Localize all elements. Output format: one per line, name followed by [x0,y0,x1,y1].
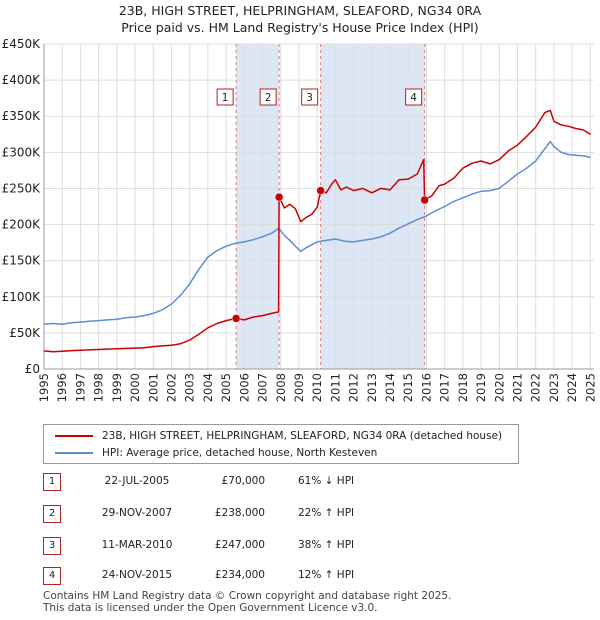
x-tick-label: 2010 [310,373,324,402]
y-tick-label: £400K [2,73,42,87]
sale-price: £234,000 [183,569,265,581]
legend-swatch-price-paid [55,435,93,437]
x-tick-label: 2024 [565,373,579,402]
sale-date: 22-JUL-2005 [83,475,191,487]
x-tick-label: 1997 [73,373,87,402]
sale-price: £238,000 [183,507,265,519]
sale-number-badge: 4 [43,567,61,585]
sale-date: 29-NOV-2007 [83,507,191,519]
sale-number-badge: 1 [43,473,61,491]
x-tick-label: 2019 [474,373,488,402]
sale-label-box: 3 [302,89,318,105]
legend-item-price-paid: 23B, HIGH STREET, HELPRINGHAM, SLEAFORD,… [44,428,502,444]
sale-label-box: 4 [406,89,422,105]
x-tick-label: 2022 [529,373,543,402]
x-tick-label: 2005 [219,373,233,402]
x-tick-label: 2020 [492,373,506,402]
x-tick-label: 1995 [37,373,51,402]
x-tick-label: 2002 [164,373,178,402]
footer-attribution: Contains HM Land Registry data © Crown c… [43,590,451,614]
x-tick-label: 2000 [128,373,142,402]
x-tick-label: 2021 [511,373,525,402]
sale-hpi-change: 61% ↓ HPI [298,475,354,487]
sale-price: £70,000 [183,475,265,487]
x-tick-label: 2008 [274,373,288,402]
sale-row: 3 11-MAR-2010 £247,000 38% ↑ HPI [43,537,483,557]
y-tick-label: £250K [2,181,42,195]
legend-label-price-paid: 23B, HIGH STREET, HELPRINGHAM, SLEAFORD,… [102,430,502,442]
sale-label-box: 2 [260,89,276,105]
sale-label-box: 1 [217,89,233,105]
price-chart: £0£50K£100K£150K£200K£250K£300K£350K£400… [0,0,600,420]
footer-line-2: This data is licensed under the Open Gov… [43,602,451,614]
x-tick-label: 2004 [201,373,215,402]
legend-swatch-hpi [55,452,93,454]
x-tick-label: 2023 [547,373,561,402]
y-tick-label: £300K [2,145,42,159]
sale-point [421,196,429,204]
x-tick-label: 1999 [110,373,124,402]
sale-point [317,187,325,195]
x-tick-label: 2001 [146,373,160,402]
x-tick-label: 2013 [365,373,379,402]
sale-row: 2 29-NOV-2007 £238,000 22% ↑ HPI [43,505,483,525]
x-tick-label: 2007 [256,373,270,402]
sale-hpi-change: 38% ↑ HPI [298,539,354,551]
y-tick-label: £100K [2,290,42,304]
chart-legend: 23B, HIGH STREET, HELPRINGHAM, SLEAFORD,… [43,424,519,464]
legend-item-hpi: HPI: Average price, detached house, Nort… [44,445,377,461]
sale-number-badge: 3 [43,537,61,555]
sale-point [232,314,240,322]
sale-price: £247,000 [183,539,265,551]
x-tick-label: 2012 [347,373,361,402]
sale-date: 11-MAR-2010 [83,539,191,551]
x-tick-label: 2018 [456,373,470,402]
x-tick-label: 2016 [419,373,433,402]
sale-date: 24-NOV-2015 [83,569,191,581]
sale-label-number: 1 [222,92,229,104]
sale-hpi-change: 12% ↑ HPI [298,569,354,581]
sale-label-number: 4 [410,92,417,104]
y-tick-label: £350K [2,109,42,123]
x-tick-label: 2025 [583,373,597,402]
sale-row: 1 22-JUL-2005 £70,000 61% ↓ HPI [43,473,483,493]
sale-point [275,193,283,201]
x-tick-label: 2006 [237,373,251,402]
x-tick-label: 2003 [183,373,197,402]
x-tick-label: 1998 [92,373,106,402]
y-tick-label: £450K [2,37,42,51]
sale-row: 4 24-NOV-2015 £234,000 12% ↑ HPI [43,567,483,587]
x-tick-label: 2009 [292,373,306,402]
legend-label-hpi: HPI: Average price, detached house, Nort… [102,447,377,459]
sale-label-number: 2 [265,92,272,104]
y-tick-label: £50K [9,326,41,340]
x-tick-label: 2014 [383,373,397,402]
sale-label-number: 3 [306,92,313,104]
x-tick-label: 1996 [55,373,69,402]
x-tick-label: 2015 [401,373,415,402]
x-tick-label: 2017 [438,373,452,402]
x-tick-label: 2011 [328,373,342,402]
y-tick-label: £150K [2,254,42,268]
sale-number-badge: 2 [43,505,61,523]
footer-line-1: Contains HM Land Registry data © Crown c… [43,590,451,602]
y-tick-label: £200K [2,218,42,232]
sale-hpi-change: 22% ↑ HPI [298,507,354,519]
